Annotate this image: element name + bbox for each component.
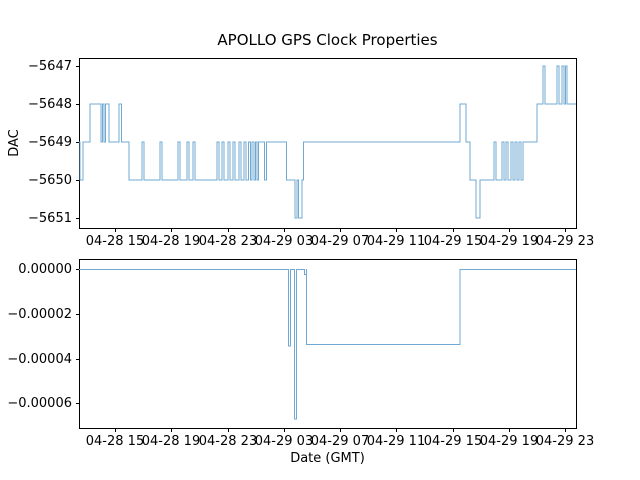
bottom-x-tick-label: 04-29 03 [254,434,314,449]
bottom-y-tick-label: 0.00000 [18,261,72,277]
x-axis-label-date: Date (GMT) [290,451,365,466]
bottom-x-tick-label: 04-28 15 [85,434,145,449]
clock-offset-series-line [79,269,576,420]
top-x-tick-label: 04-28 15 [85,234,145,249]
bottom-x-tick-label: 04-29 23 [535,434,595,449]
top-x-tick-label: 04-28 23 [198,234,258,249]
top-x-tick-label: 04-29 11 [366,234,426,249]
top-y-tick-label: −5647 [28,58,72,74]
bottom-y-tick-label: −0.00004 [7,351,72,367]
bottom-y-tick-label: −0.00002 [7,306,72,322]
bottom-y-tick-label: −0.00006 [7,395,72,411]
top-y-tick-label: −5650 [28,172,72,188]
top-y-tick-label: −5651 [28,210,72,226]
dac-series-line [79,65,576,219]
bottom-x-tick-label: 04-29 11 [366,434,426,449]
bottom-axes-frame [79,259,577,429]
top-x-tick-label: 04-29 23 [535,234,595,249]
bottom-x-tick-label: 04-28 23 [198,434,258,449]
bottom-x-tick-label: 04-29 19 [479,434,539,449]
chart-title: APOLLO GPS Clock Properties [217,31,438,49]
top-x-tick-label: 04-29 15 [423,234,483,249]
top-y-tick-label: −5648 [28,96,72,112]
top-x-tick-label: 04-29 07 [310,234,370,249]
bottom-x-tick-label: 04-29 15 [423,434,483,449]
top-x-tick-label: 04-29 19 [479,234,539,249]
top-y-tick-label: −5649 [28,134,72,150]
bottom-x-tick-label: 04-29 07 [310,434,370,449]
top-x-tick-label: 04-29 03 [254,234,314,249]
bottom-x-tick-label: 04-28 19 [141,434,201,449]
top-x-tick-label: 04-28 19 [141,234,201,249]
